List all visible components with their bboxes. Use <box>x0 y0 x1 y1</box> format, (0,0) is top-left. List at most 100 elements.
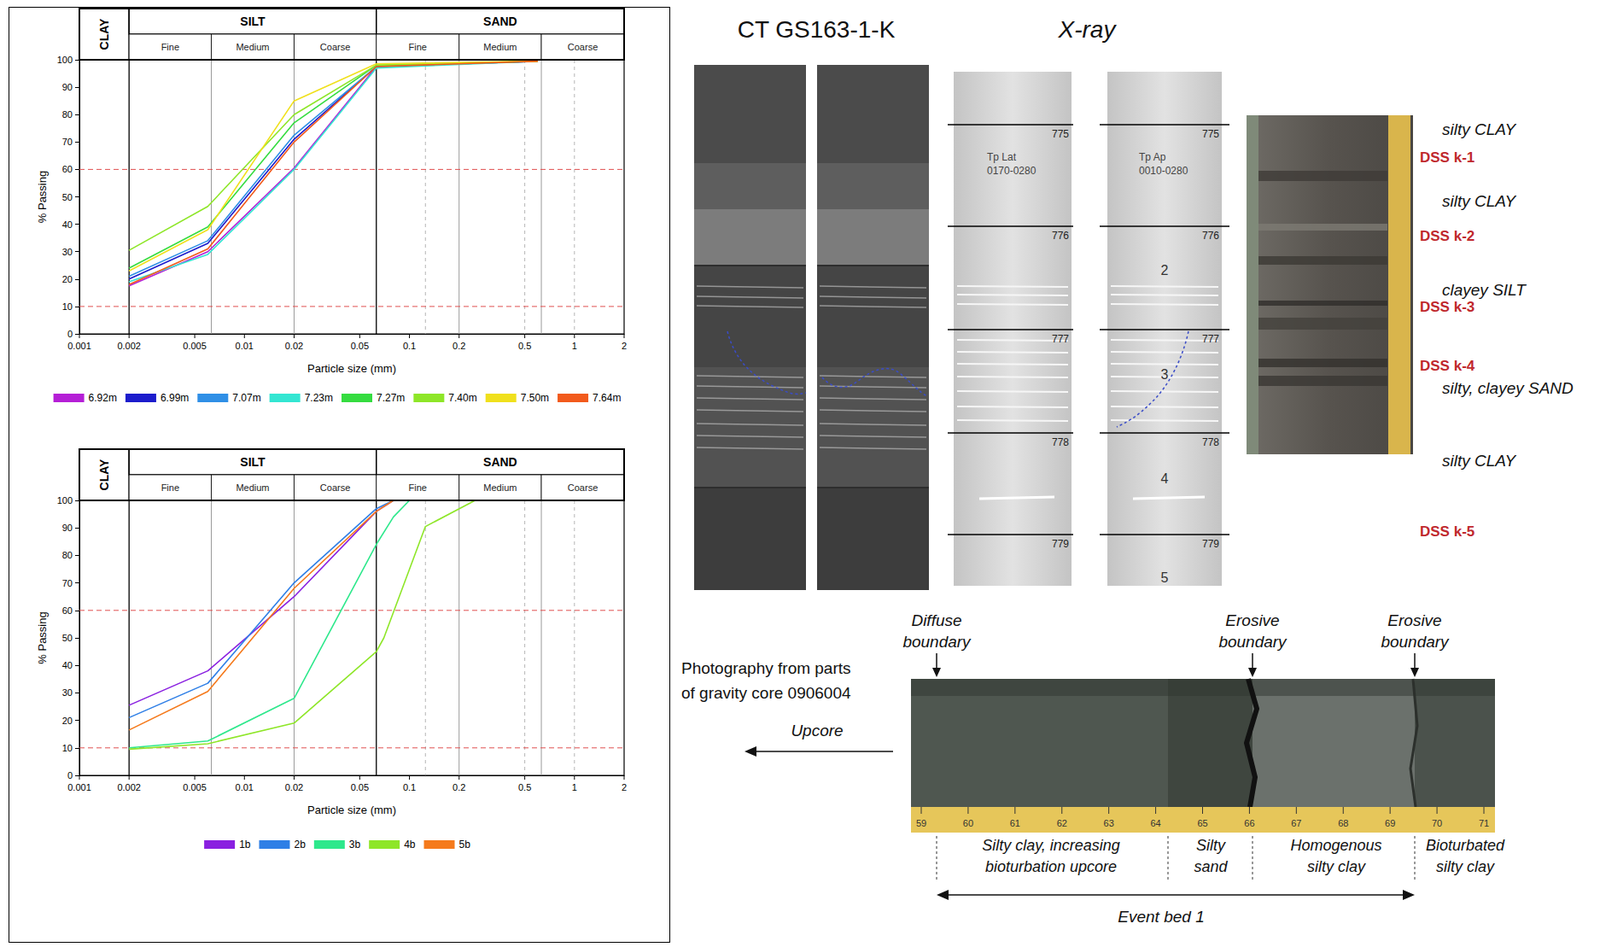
svg-text:0.2: 0.2 <box>452 782 466 793</box>
svg-text:DSS k-2: DSS k-2 <box>1419 227 1475 245</box>
svg-text:779: 779 <box>1202 537 1220 550</box>
svg-text:2b: 2b <box>293 838 306 851</box>
svg-text:60: 60 <box>963 817 974 829</box>
svg-text:776: 776 <box>1051 229 1069 242</box>
svg-text:Silty clay, increasing: Silty clay, increasing <box>981 836 1121 854</box>
svg-text:X-ray: X-ray <box>1057 16 1118 43</box>
svg-text:0.02: 0.02 <box>285 782 304 793</box>
svg-text:0.01: 0.01 <box>235 340 254 351</box>
svg-text:SAND: SAND <box>483 455 518 469</box>
svg-text:Fine: Fine <box>408 41 427 53</box>
svg-text:Erosive: Erosive <box>1387 611 1442 630</box>
svg-text:0010-0280: 0010-0280 <box>1138 164 1189 177</box>
svg-text:Silty: Silty <box>1196 836 1227 854</box>
svg-text:3b: 3b <box>349 838 362 851</box>
svg-text:Erosive: Erosive <box>1225 611 1279 630</box>
svg-text:100: 100 <box>57 54 73 65</box>
svg-text:DSS k-5: DSS k-5 <box>1419 523 1475 540</box>
svg-text:0.005: 0.005 <box>182 782 207 793</box>
svg-text:SILT: SILT <box>239 455 266 469</box>
svg-text:40: 40 <box>62 219 73 230</box>
svg-text:7.50m: 7.50m <box>520 391 549 404</box>
svg-text:7.07m: 7.07m <box>232 391 261 404</box>
svg-text:68: 68 <box>1337 817 1349 829</box>
svg-text:% Passing: % Passing <box>35 611 49 664</box>
svg-text:0.5: 0.5 <box>518 782 532 793</box>
svg-text:778: 778 <box>1051 436 1069 449</box>
svg-text:Diffuse: Diffuse <box>910 611 962 630</box>
svg-text:65: 65 <box>1197 817 1208 829</box>
svg-text:64: 64 <box>1150 817 1161 829</box>
svg-text:10: 10 <box>62 742 73 754</box>
svg-text:0170-0280: 0170-0280 <box>986 164 1037 177</box>
svg-text:7.64m: 7.64m <box>592 391 621 404</box>
svg-text:30: 30 <box>62 246 73 257</box>
svg-text:silty clay: silty clay <box>1307 858 1367 876</box>
svg-text:boundary: boundary <box>1218 632 1288 651</box>
svg-text:0.05: 0.05 <box>350 340 369 351</box>
svg-text:Fine: Fine <box>408 482 427 493</box>
svg-text:0.005: 0.005 <box>182 340 207 351</box>
svg-text:CLAY: CLAY <box>97 458 111 491</box>
svg-text:40: 40 <box>62 659 73 671</box>
svg-text:bioturbation upcore: bioturbation upcore <box>985 858 1117 876</box>
svg-text:90: 90 <box>62 522 73 533</box>
svg-text:1: 1 <box>572 340 578 351</box>
svg-text:Upcore: Upcore <box>790 721 843 740</box>
svg-text:70: 70 <box>62 578 73 589</box>
svg-text:3: 3 <box>1161 367 1169 382</box>
svg-text:30: 30 <box>62 687 73 698</box>
svg-text:0.001: 0.001 <box>67 340 92 351</box>
svg-text:Fine: Fine <box>161 482 180 493</box>
svg-text:CLAY: CLAY <box>97 17 111 50</box>
svg-text:0.002: 0.002 <box>116 782 141 793</box>
svg-text:60: 60 <box>62 163 73 175</box>
svg-text:of gravity core 0906004: of gravity core 0906004 <box>681 683 852 702</box>
svg-text:DSS k-1: DSS k-1 <box>1419 149 1475 166</box>
svg-text:Medium: Medium <box>483 482 517 493</box>
svg-text:1: 1 <box>572 782 578 793</box>
svg-text:5: 5 <box>1161 570 1169 585</box>
svg-text:boundary: boundary <box>902 632 972 651</box>
svg-text:Coarse: Coarse <box>567 41 598 53</box>
svg-text:0.05: 0.05 <box>350 782 369 793</box>
svg-text:90: 90 <box>62 81 73 93</box>
svg-text:SILT: SILT <box>239 14 266 29</box>
svg-text:1b: 1b <box>239 838 252 851</box>
svg-text:Photography from parts: Photography from parts <box>681 659 852 678</box>
svg-text:SAND: SAND <box>483 14 518 29</box>
svg-text:60: 60 <box>62 605 73 616</box>
svg-text:Tp Lat: Tp Lat <box>986 151 1017 164</box>
svg-text:Particle size (mm): Particle size (mm) <box>307 362 397 375</box>
svg-text:4b: 4b <box>403 838 416 851</box>
svg-text:775: 775 <box>1202 128 1220 141</box>
svg-text:DSS k-3: DSS k-3 <box>1419 298 1475 316</box>
svg-text:59: 59 <box>916 817 927 829</box>
svg-text:Event bed 1: Event bed 1 <box>1117 907 1204 926</box>
svg-text:5b: 5b <box>459 838 472 851</box>
svg-text:61: 61 <box>1010 817 1021 829</box>
svg-text:63: 63 <box>1103 817 1115 829</box>
svg-text:7.40m: 7.40m <box>448 391 477 404</box>
svg-text:6.92m: 6.92m <box>88 391 117 404</box>
svg-text:7.27m: 7.27m <box>376 391 405 404</box>
svg-text:silty, clayey SAND: silty, clayey SAND <box>1442 379 1574 398</box>
svg-text:777: 777 <box>1202 332 1220 345</box>
svg-text:779: 779 <box>1051 537 1069 550</box>
svg-text:0.002: 0.002 <box>116 340 141 351</box>
svg-text:Tp Ap: Tp Ap <box>1138 151 1167 164</box>
svg-text:clayey SILT: clayey SILT <box>1442 280 1527 299</box>
svg-text:Medium: Medium <box>483 41 517 53</box>
svg-text:66: 66 <box>1243 817 1255 829</box>
svg-text:100: 100 <box>57 495 73 506</box>
svg-text:775: 775 <box>1051 128 1069 141</box>
svg-text:67: 67 <box>1290 817 1302 829</box>
svg-text:6.99m: 6.99m <box>160 391 189 404</box>
svg-text:boundary: boundary <box>1380 632 1450 651</box>
svg-text:CT GS163-1-K: CT GS163-1-K <box>737 16 896 43</box>
svg-text:silty clay: silty clay <box>1436 858 1495 876</box>
svg-text:0.1: 0.1 <box>402 782 416 793</box>
svg-text:0.01: 0.01 <box>235 782 254 793</box>
svg-text:20: 20 <box>62 715 73 726</box>
svg-text:silty CLAY: silty CLAY <box>1442 120 1518 139</box>
